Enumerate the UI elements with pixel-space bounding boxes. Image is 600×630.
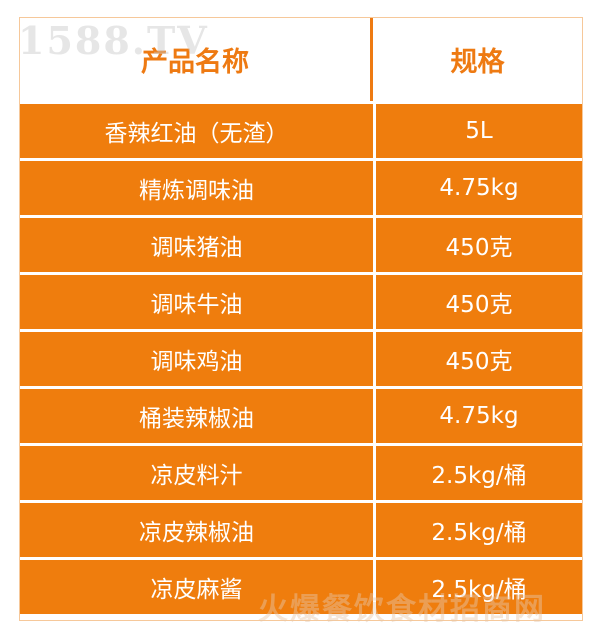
product-name-cell: 调味牛油 bbox=[20, 275, 373, 329]
product-name-cell: 香辣红油（无渣） bbox=[20, 104, 373, 158]
spec-cell: 2.5kg/桶 bbox=[376, 560, 582, 614]
product-name-cell: 凉皮麻酱 bbox=[20, 560, 373, 614]
product-name-cell: 桶装辣椒油 bbox=[20, 389, 373, 443]
table-row: 调味鸡油 450克 bbox=[20, 329, 582, 386]
table-row: 香辣红油（无渣） 5L bbox=[20, 101, 582, 158]
spec-cell: 2.5kg/桶 bbox=[376, 503, 582, 557]
spec-cell: 450克 bbox=[376, 332, 582, 386]
table-row: 凉皮料汁 2.5kg/桶 bbox=[20, 443, 582, 500]
product-name-cell: 凉皮辣椒油 bbox=[20, 503, 373, 557]
table-row: 凉皮麻酱 2.5kg/桶 bbox=[20, 557, 582, 614]
table-row: 调味牛油 450克 bbox=[20, 272, 582, 329]
spec-cell: 450克 bbox=[376, 218, 582, 272]
product-name-cell: 调味猪油 bbox=[20, 218, 373, 272]
product-name-cell: 调味鸡油 bbox=[20, 332, 373, 386]
spec-cell: 5L bbox=[376, 104, 582, 158]
product-name-cell: 精炼调味油 bbox=[20, 161, 373, 215]
product-name-cell: 凉皮料汁 bbox=[20, 446, 373, 500]
table-row: 凉皮辣椒油 2.5kg/桶 bbox=[20, 500, 582, 557]
table-row: 精炼调味油 4.75kg bbox=[20, 158, 582, 215]
product-spec-table: 产品名称 规格 香辣红油（无渣） 5L 精炼调味油 4.75kg 调味猪油 450克 调味牛… bbox=[19, 17, 583, 621]
spec-cell: 4.75kg bbox=[376, 389, 582, 443]
header-spec: 规格 bbox=[450, 47, 505, 78]
spec-cell: 2.5kg/桶 bbox=[376, 446, 582, 500]
table-row: 调味猪油 450克 bbox=[20, 215, 582, 272]
header-product-name: 产品名称 bbox=[20, 18, 373, 101]
spec-cell: 4.75kg bbox=[376, 161, 582, 215]
table-row: 桶装辣椒油 4.75kg bbox=[20, 386, 582, 443]
table-header: 产品名称 规格 bbox=[20, 18, 582, 101]
spec-cell: 450克 bbox=[376, 275, 582, 329]
